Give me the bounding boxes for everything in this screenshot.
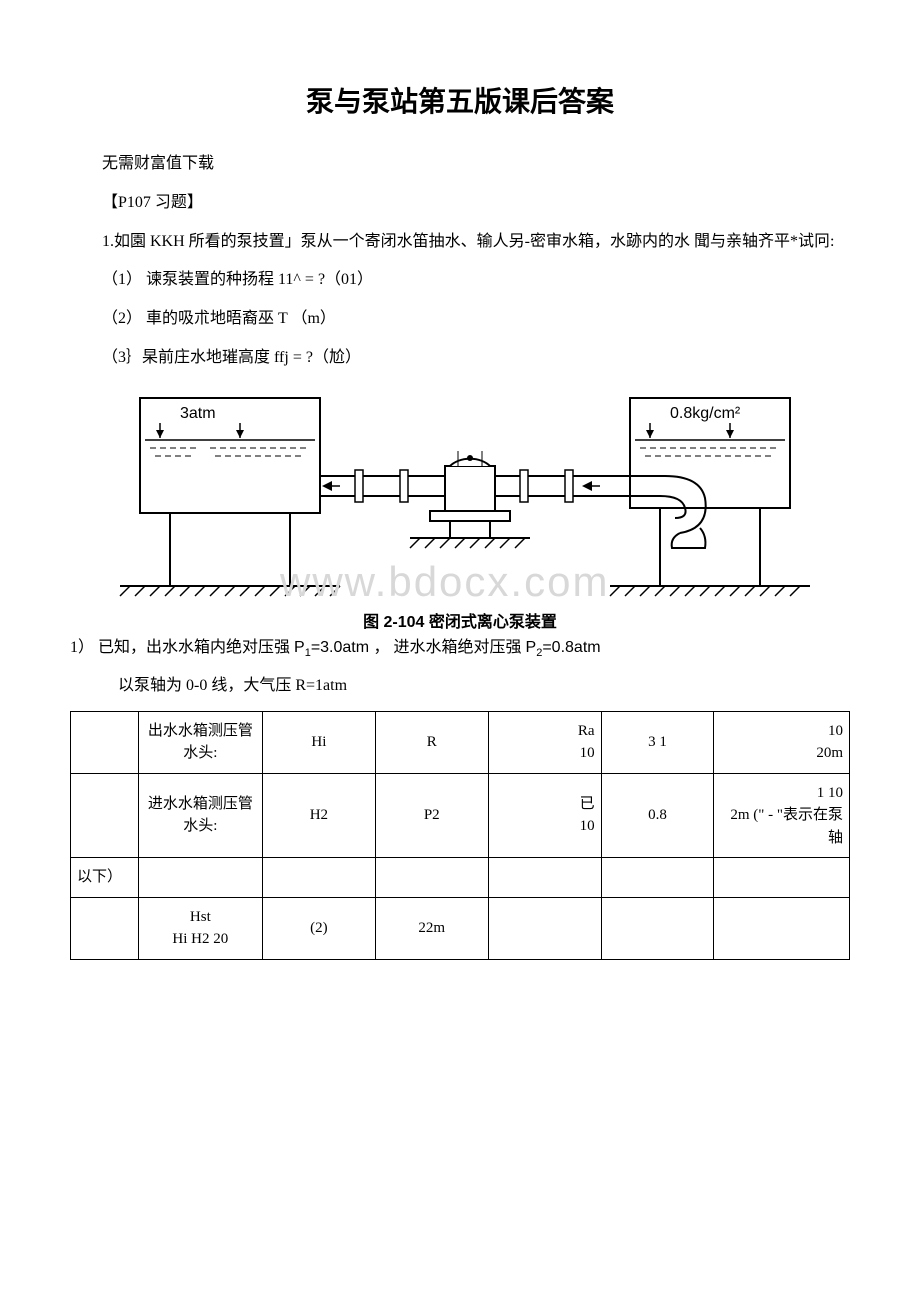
table-cell: 进水水箱测压管水头: <box>138 773 262 858</box>
table-cell: 3 1 <box>601 711 714 773</box>
page-title: 泵与泵站第五版课后答案 <box>70 80 850 120</box>
table-cell: 已10 <box>488 773 601 858</box>
table-cell: Hi <box>262 711 375 773</box>
p2-val: =0.8atm <box>542 639 600 656</box>
right-tank-label: 0.8kg/cm² <box>670 405 741 422</box>
table-cell <box>601 858 714 898</box>
subtitle: 无需财富值下载 <box>70 150 850 179</box>
p2-label: P <box>526 639 537 656</box>
table-row: HstHi H2 20(2)22m <box>71 897 850 959</box>
table-cell <box>71 773 139 858</box>
table-cell: H2 <box>262 773 375 858</box>
table-cell: 22m <box>375 897 488 959</box>
question-3: （3｝杲前庄水地璀高度 ffj = ?（尬） <box>70 344 850 373</box>
table-cell: (2) <box>262 897 375 959</box>
table-row: 以下） <box>71 858 850 898</box>
table-cell: 0.8 <box>601 773 714 858</box>
table-cell <box>714 897 850 959</box>
table-cell: R <box>375 711 488 773</box>
table-cell <box>71 897 139 959</box>
problem-text: 1.如園 KKH 所看的泵技置」泵从一个寄闭水笛抽水、输人另-密审水箱，水跡内的… <box>70 228 850 257</box>
table-cell: 1020m <box>714 711 850 773</box>
table-cell <box>138 858 262 898</box>
table-row: 进水水箱测压管水头:H2P2已100.81 102m (" - "表示在泵轴 <box>71 773 850 858</box>
table-cell <box>375 858 488 898</box>
table-cell: 出水水箱测压管水头: <box>138 711 262 773</box>
table-cell <box>71 711 139 773</box>
table-row: 出水水箱测压管水头:HiRRa103 11020m <box>71 711 850 773</box>
table-cell <box>714 858 850 898</box>
exercise-header: 【P107 习题】 <box>70 189 850 218</box>
table-cell <box>262 858 375 898</box>
table-cell: 1 102m (" - "表示在泵轴 <box>714 773 850 858</box>
table-cell: HstHi H2 20 <box>138 897 262 959</box>
table-cell <box>488 897 601 959</box>
table-cell <box>601 897 714 959</box>
answer-1-line-2: 以泵轴为 0-0 线，大气压 R=1atm <box>70 672 850 701</box>
answer1-prefix: 1） 已知，出水水箱内绝对压强 <box>70 639 294 656</box>
calculation-table: 出水水箱测压管水头:HiRRa103 11020m进水水箱测压管水头:H2P2已… <box>70 711 850 960</box>
table-cell: 以下） <box>71 858 139 898</box>
question-2: （2） 車的吸朮地晤裔巫 T （m） <box>70 305 850 334</box>
table-cell: Ra10 <box>488 711 601 773</box>
p1-label: P <box>294 639 305 656</box>
table-cell <box>488 858 601 898</box>
table-cell: P2 <box>375 773 488 858</box>
question-1: （1） 谏泵装置的种扬程 11^ = ?（01） <box>70 266 850 295</box>
diagram-caption: 图 2-104 密闭式离心泵装置 <box>70 608 850 632</box>
answer1-mid: ， 进水水箱绝对压强 <box>374 639 526 656</box>
pump-diagram: 3atm 0.8kg/cm² <box>110 388 810 603</box>
left-tank-label: 3atm <box>180 405 216 422</box>
diagram-svg: 3atm 0.8kg/cm² <box>110 388 810 598</box>
answer-1-line-1: 1） 已知，出水水箱内绝对压强 P1=3.0atm ， 进水水箱绝对压强 P2=… <box>70 634 850 664</box>
pump-body <box>445 466 495 511</box>
p1-val: =3.0atm <box>311 639 374 656</box>
